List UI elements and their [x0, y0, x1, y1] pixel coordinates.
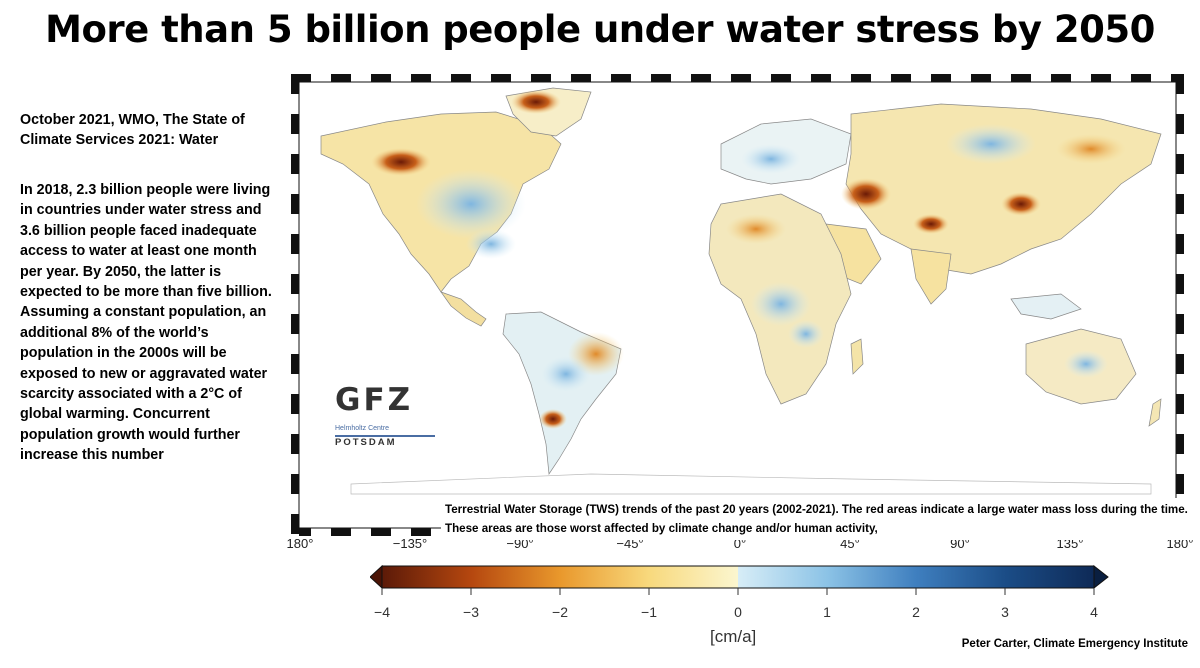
source-citation: October 2021, WMO, The State of Climate …	[20, 112, 245, 148]
colorbar	[370, 565, 1109, 595]
colorbar-tick-label: −2	[552, 604, 568, 620]
colorbar-ticks	[381, 588, 1095, 595]
colorbar-tick-label: 3	[1001, 604, 1009, 620]
body-paragraph: In 2018, 2.3 billion people were living …	[20, 182, 272, 464]
credit-line: Peter Carter, Climate Emergency Institut…	[961, 638, 1188, 650]
gfz-logo: GFZ Helmholtz Centre POTSDAM	[335, 382, 440, 462]
colorbar-tick-label: 1	[823, 604, 831, 620]
colorbar-tick-label: 0	[734, 604, 742, 620]
gfz-logo-divider	[335, 435, 435, 437]
longitude-label: 180°	[286, 536, 314, 551]
gfz-logo-line1: Helmholtz Centre	[335, 425, 390, 432]
map-caption: Terrestrial Water Storage (TWS) trends o…	[441, 498, 1194, 540]
colorbar-unit: [cm/a]	[710, 627, 757, 646]
colorbar-tick-label: −3	[463, 604, 479, 620]
world-map	[291, 74, 1184, 536]
colorbar-tick-label: −4	[374, 604, 390, 620]
gfz-logo-line2: POTSDAM	[335, 437, 397, 448]
colorbar-tick-label: 2	[912, 604, 920, 620]
colorbar-tick-label: 4	[1090, 604, 1098, 620]
colorbar-tick-label: −1	[641, 604, 657, 620]
page-title: More than 5 billion people under water s…	[45, 8, 1155, 51]
longitude-label: −135°	[392, 536, 428, 551]
gfz-logo-text: GFZ	[335, 382, 414, 418]
